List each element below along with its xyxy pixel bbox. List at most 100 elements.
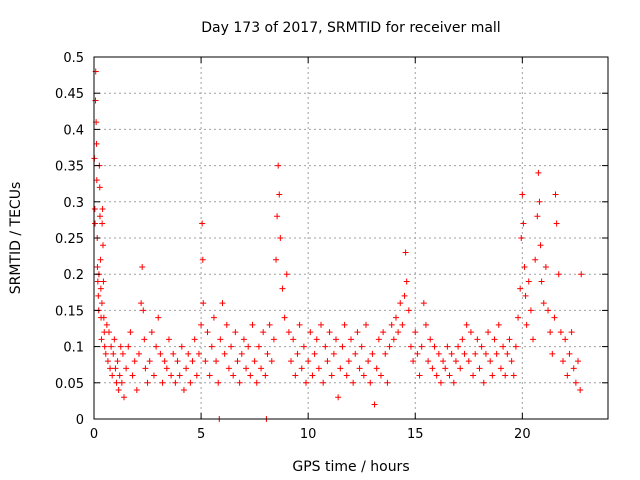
data-point — [262, 372, 269, 379]
data-point — [405, 307, 412, 314]
data-point — [508, 358, 515, 365]
x-tick-label: 20 — [514, 427, 531, 442]
data-point — [279, 285, 286, 292]
data-point — [425, 358, 432, 365]
data-point — [249, 321, 256, 328]
data-point — [215, 379, 222, 386]
data-point — [210, 314, 217, 321]
data-point — [112, 365, 119, 372]
data-point — [243, 365, 250, 372]
data-point — [96, 213, 103, 220]
data-point — [482, 350, 489, 357]
y-tick-labels: 0 0.05 0.1 0.15 0.2 0.25 0.3 0.35 0.4 0.45 0.5 — [55, 51, 84, 428]
data-point — [461, 350, 468, 357]
x-tick-label: 5 — [197, 427, 205, 442]
x-tick-label: 0 — [90, 427, 98, 442]
data-point — [487, 358, 494, 365]
data-point — [403, 278, 410, 285]
data-point — [470, 372, 477, 379]
data-point — [497, 365, 504, 372]
data-point — [527, 307, 534, 314]
data-point — [199, 256, 206, 263]
data-point — [93, 140, 100, 147]
x-axis-label: GPS time / hours — [292, 459, 409, 475]
data-point — [557, 329, 564, 336]
data-point — [570, 365, 577, 372]
data-point — [172, 379, 179, 386]
data-point — [410, 358, 417, 365]
data-point — [163, 365, 170, 372]
data-point — [225, 365, 232, 372]
data-point — [572, 379, 579, 386]
data-point — [294, 350, 301, 357]
data-point — [110, 350, 117, 357]
data-point — [437, 379, 444, 386]
data-point — [305, 358, 312, 365]
y-tick-label: 0.45 — [55, 87, 84, 102]
data-point — [264, 350, 271, 357]
data-point — [113, 379, 120, 386]
data-point — [343, 372, 350, 379]
data-point — [144, 379, 151, 386]
axis-ticks — [93, 56, 608, 420]
y-tick-label: 0.2 — [63, 268, 84, 283]
data-point — [407, 343, 414, 350]
data-point — [307, 329, 314, 336]
data-point — [117, 343, 124, 350]
data-point — [303, 379, 310, 386]
data-point — [139, 263, 146, 270]
data-point — [386, 343, 393, 350]
data-point — [99, 206, 106, 213]
data-point — [455, 343, 462, 350]
data-point — [138, 300, 145, 307]
data-point — [540, 300, 547, 307]
data-point — [129, 372, 136, 379]
data-point — [290, 336, 297, 343]
data-point — [273, 256, 280, 263]
data-point — [288, 358, 295, 365]
data-point — [493, 350, 500, 357]
data-point — [418, 343, 425, 350]
y-tick-label: 0.3 — [63, 196, 84, 211]
data-point — [520, 220, 527, 227]
data-point — [530, 336, 537, 343]
data-point — [191, 336, 198, 343]
data-point — [141, 336, 148, 343]
data-point — [268, 358, 275, 365]
data-point — [390, 336, 397, 343]
data-point — [107, 365, 114, 372]
data-point — [375, 336, 382, 343]
data-point — [352, 350, 359, 357]
x-tick-labels: 0 5 10 15 20 — [90, 427, 531, 442]
data-point — [92, 97, 99, 104]
data-point — [125, 343, 132, 350]
data-point — [135, 350, 142, 357]
data-point — [213, 358, 220, 365]
data-point — [547, 329, 554, 336]
data-point — [335, 394, 342, 401]
data-point — [120, 394, 127, 401]
data-point — [127, 329, 134, 336]
data-point — [465, 358, 472, 365]
data-point — [105, 329, 112, 336]
data-point — [330, 350, 337, 357]
data-point — [534, 213, 541, 220]
data-point — [472, 350, 479, 357]
x-tick-label: 15 — [407, 427, 424, 442]
data-point — [522, 292, 529, 299]
data-point — [356, 365, 363, 372]
data-point — [512, 343, 519, 350]
data-point — [467, 329, 474, 336]
data-point — [362, 321, 369, 328]
data-point — [348, 336, 354, 343]
data-point — [104, 358, 111, 365]
data-point — [491, 336, 498, 343]
data-point — [536, 198, 543, 205]
data-point — [578, 271, 585, 278]
data-point — [193, 372, 200, 379]
data-point — [119, 350, 126, 357]
data-point — [245, 343, 252, 350]
data-point — [285, 329, 292, 336]
data-point — [109, 372, 116, 379]
